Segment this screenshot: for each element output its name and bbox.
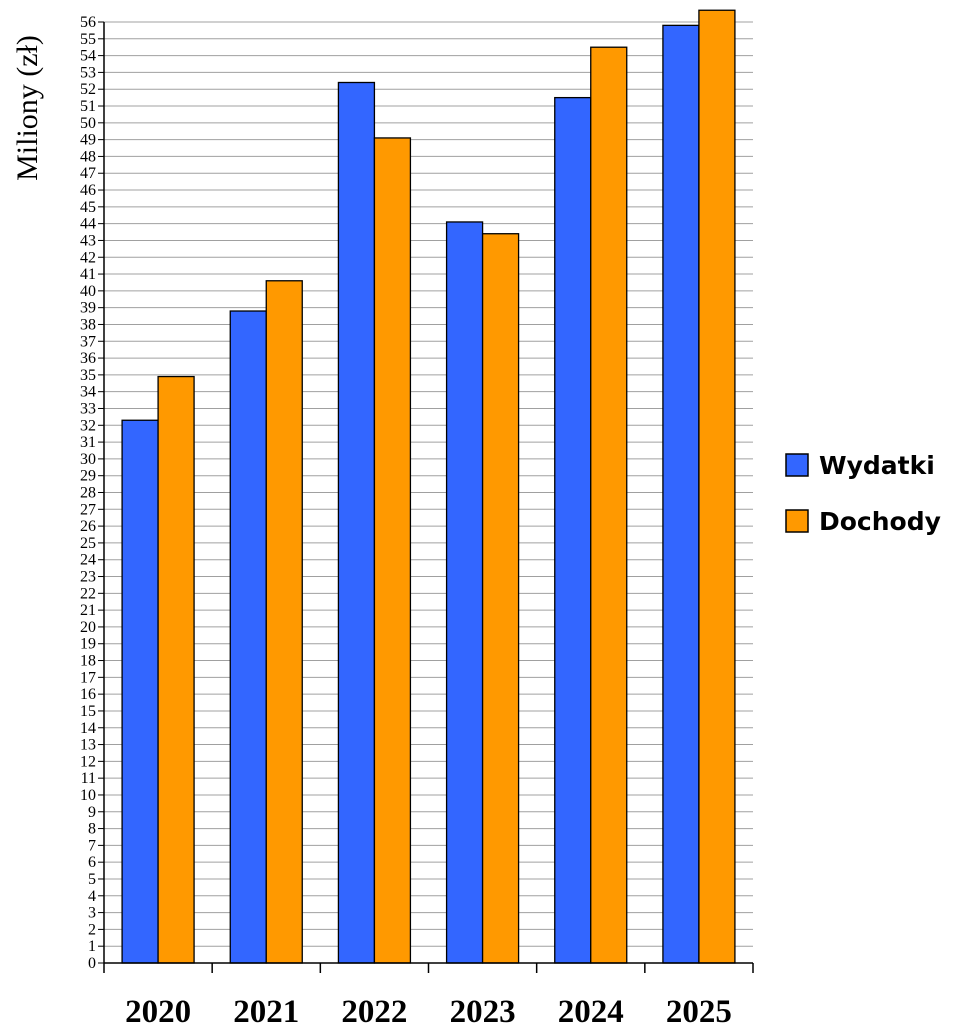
y-tick-label: 18 [80,653,96,670]
bar-dochody-2020 [157,375,195,964]
x-category-label: 2022 [341,994,407,1030]
y-tick-label: 7 [88,837,96,854]
bar-dochody-2023 [481,233,520,964]
y-tick-label: 2 [88,921,96,938]
y-tick-label: 40 [80,283,96,300]
x-category-label: 2020 [125,994,191,1030]
legend-label-wydatki: Wydatki [819,451,935,480]
y-tick-label: 52 [80,81,96,98]
y-tick-label: 42 [80,249,96,266]
bar-dochody-2022 [373,137,412,964]
y-tick-label: 15 [80,703,96,720]
bars [121,9,736,964]
y-tick-label: 38 [80,316,96,333]
bar-wydatki-2022 [337,81,376,964]
y-tick-label: 26 [80,518,96,535]
y-tick-label: 22 [80,585,96,602]
y-tick-label: 48 [80,148,96,165]
bar-wydatki-2020 [121,419,159,964]
y-tick-label: 13 [80,737,96,754]
y-tick-label: 35 [80,367,96,384]
y-tick-label: 8 [88,821,96,838]
y-tick-label: 14 [80,720,96,737]
y-tick-label: 36 [80,350,96,367]
x-category-label: 2021 [233,994,299,1030]
bar-wydatki-2023 [445,221,484,964]
y-axis-title: Miliony (zł) [11,35,44,181]
y-tick-label: 19 [80,636,96,653]
y-tick-label: 12 [80,753,96,770]
y-tick-label: 21 [80,602,96,619]
y-tick-label: 30 [80,451,96,468]
y-tick-label: 32 [80,417,96,434]
y-tick-label: 5 [88,871,96,888]
grid-lines [104,21,753,947]
y-tick-label: 33 [80,400,96,417]
bar-wydatki-2025 [662,24,700,964]
y-tick-label: 55 [80,31,96,48]
x-tick-labels: 2020 2021 2022 2023 2024 2025 [125,994,732,1030]
y-tick-label: 4 [88,888,96,905]
legend: Wydatki Dochody [785,451,941,536]
legend-swatch-dochody [785,509,809,533]
axes [98,21,754,973]
y-tick-label: 3 [88,905,96,922]
y-tick-label: 17 [80,669,96,686]
x-category-label: 2025 [666,994,732,1030]
y-tick-label: 56 [80,14,96,31]
y-tick-label: 23 [80,569,96,586]
bar-wydatki-2021 [229,310,267,964]
y-tick-label: 1 [88,938,96,955]
y-tick-label: 47 [80,165,96,182]
y-tick-label: 43 [80,232,96,249]
y-tick-label: 27 [80,501,96,518]
y-tick-label: 39 [80,300,96,317]
legend-label-dochody: Dochody [819,507,941,536]
y-tick-label: 6 [88,854,96,871]
y-tick-label: 44 [80,216,96,233]
y-tick-label: 24 [80,552,96,569]
bar-wydatki-2024 [554,96,592,964]
y-tick-label: 31 [80,434,96,451]
bar-dochody-2021 [265,280,303,964]
y-tick-label: 51 [80,98,96,115]
y-tick-label: 20 [80,619,96,636]
x-category-label: 2023 [450,994,516,1030]
y-tick-labels: 0123456789101112131415161718192021222324… [80,14,96,972]
y-tick-label: 50 [80,115,96,132]
y-tick-label: 16 [80,686,96,703]
bar-dochody-2025 [698,9,736,964]
y-tick-label: 0 [88,955,96,972]
legend-swatch-wydatki [785,453,809,477]
y-tick-label: 37 [80,333,96,350]
y-tick-label: 54 [80,48,96,65]
y-tick-label: 49 [80,132,96,149]
y-tick-label: 28 [80,485,96,502]
y-tick-label: 45 [80,199,96,216]
y-tick-label: 10 [80,787,96,804]
y-tick-label: 34 [80,384,96,401]
y-tick-label: 9 [88,804,96,821]
y-tick-label: 53 [80,64,96,81]
bar-dochody-2024 [590,46,628,964]
x-category-label: 2024 [558,994,624,1030]
y-tick-label: 25 [80,535,96,552]
y-tick-label: 11 [81,770,96,787]
y-tick-label: 29 [80,468,96,485]
y-tick-label: 46 [80,182,96,199]
y-tick-label: 41 [80,266,96,283]
